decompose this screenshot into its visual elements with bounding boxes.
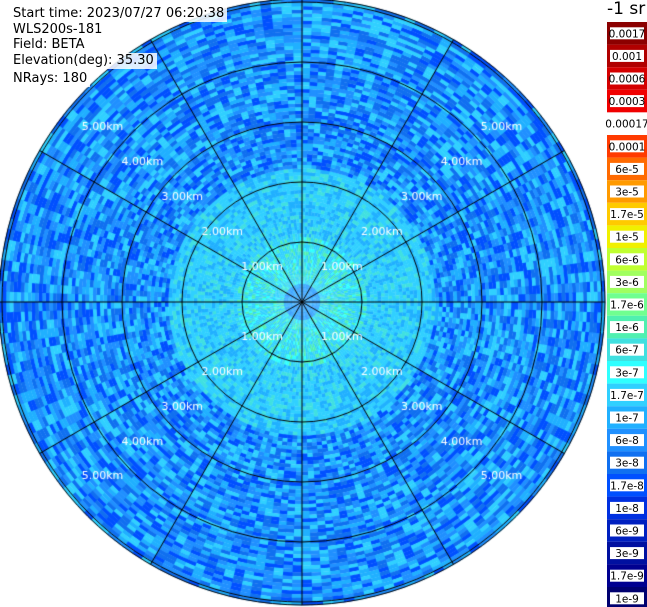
- colorbar-tick-label: 0.001: [612, 51, 642, 63]
- colorbar-tick-label: 3e-9: [615, 548, 639, 560]
- colorbar-label-bg: [610, 72, 644, 85]
- colorbar-label-bg: [610, 95, 644, 108]
- colorbar-tick-label: 3e-7: [615, 367, 639, 379]
- colorbar-label-bg: [610, 49, 644, 62]
- colorbar-label-bg: [610, 434, 644, 447]
- nrays-label: NRays: 180: [10, 71, 91, 87]
- colorbar-label-bg: [610, 185, 644, 198]
- colorbar-tick-label: 1e-9: [615, 593, 639, 605]
- colorbar-tick-label: 3e-8: [615, 458, 639, 470]
- colorbar-tick-label: 1.7e-5: [610, 209, 644, 221]
- colorbar-label-bg: [610, 230, 644, 243]
- colorbar-label-bg: [610, 343, 644, 356]
- colorbar-tick-label: 6e-6: [615, 254, 639, 266]
- colorbar-tick-label: 0.0006: [609, 74, 646, 86]
- colorbar-label-bg: [610, 592, 644, 605]
- colorbar-label-bg: [610, 411, 644, 424]
- colorbar-tick-label: 3e-6: [615, 277, 639, 289]
- elevation-label: Elevation(deg): 35.30: [10, 53, 157, 69]
- colorbar-tick-label: 6e-8: [615, 435, 639, 447]
- colorbar-label-bg: [610, 456, 644, 469]
- colorbar-tick-label: 1e-8: [615, 503, 639, 515]
- colorbar-tick-label: 0.0001: [609, 141, 646, 153]
- colorbar-label-bg: [610, 321, 644, 334]
- colorbar-unit: -1 sr: [607, 0, 646, 19]
- colorbar-label-bg: [610, 208, 644, 221]
- colorbar-tick-label: 1e-5: [615, 232, 639, 244]
- colorbar-label-bg: [610, 162, 644, 175]
- colorbar-label-bg: [610, 140, 644, 153]
- colorbar-tick-label: 1e-6: [615, 322, 639, 334]
- colorbar-label-bg: [610, 253, 644, 266]
- colorbar-label-bg: [610, 569, 644, 582]
- colorbar-tick-label: 0.00017: [605, 119, 647, 131]
- colorbar-label-bg: [610, 479, 644, 492]
- colorbar-label-bg: [610, 366, 644, 379]
- colorbar-label-bg: [610, 275, 644, 288]
- colorbar-tick-label: 1.7e-6: [610, 300, 644, 312]
- colorbar-label-bg: [610, 388, 644, 401]
- colorbar-label-bg: [610, 117, 644, 130]
- colorbar-tick-label: 6e-9: [615, 526, 639, 538]
- colorbar-tick-label: 1.7e-8: [610, 480, 644, 492]
- colorbar-label-bg: [610, 501, 644, 514]
- colorbar-tick-label: 6e-5: [615, 164, 639, 176]
- colorbar-tick-label: 1.7e-7: [610, 390, 644, 402]
- colorbar-tick-label: 0.0017: [609, 28, 646, 40]
- instrument-label: WLS200s-181: [10, 22, 106, 38]
- colorbar-tick-label: 1e-7: [615, 413, 639, 425]
- colorbar-label-bg: [610, 298, 644, 311]
- colorbar-tick-label: 3e-5: [615, 187, 639, 199]
- start-time-label: Start time: 2023/07/27 06:20:38: [10, 6, 228, 22]
- colorbar-label-bg: [610, 524, 644, 537]
- colorbar-tick-label: 1.7e-9: [610, 571, 644, 583]
- colorbar-label-bg: [610, 547, 644, 560]
- colorbar-tick-label: 6e-7: [615, 345, 639, 357]
- field-label: Field: BETA: [10, 37, 88, 53]
- colorbar-tick-label: 0.0003: [609, 96, 646, 108]
- colorbar-label-bg: [610, 27, 644, 40]
